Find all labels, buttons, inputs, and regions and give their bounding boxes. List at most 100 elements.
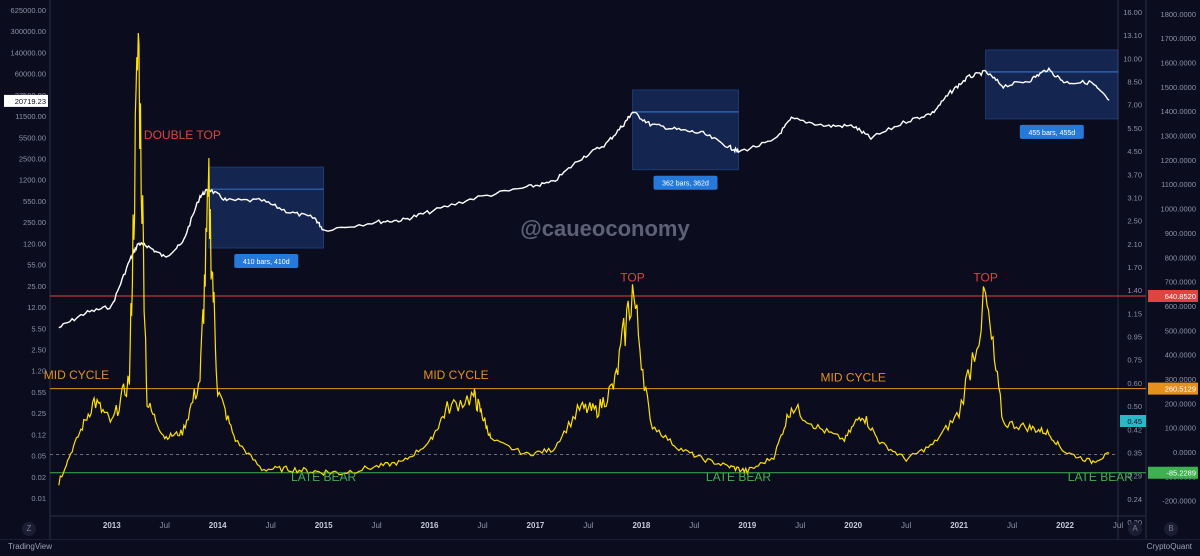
right-axis-tick-label: 1500.0000: [1161, 83, 1196, 92]
left-axis-tick-label: 2.50: [31, 345, 46, 354]
watermark: @caueoconomy: [520, 216, 690, 241]
middle-axis-tick-label: 1.15: [1127, 309, 1142, 318]
right-axis-tick-label: 1400.0000: [1161, 107, 1196, 116]
time-axis-label: 2014: [209, 521, 227, 530]
left-axis-tick-label: 300000.00: [11, 27, 46, 36]
right-axis-tick-label: -200.0000: [1162, 497, 1196, 506]
time-axis-label: Jul: [1007, 521, 1017, 530]
middle-axis-tick-label: 1.40: [1127, 286, 1142, 295]
middle-axis-tick-label: 0.42: [1127, 425, 1142, 434]
time-axis-label: Jul: [795, 521, 805, 530]
left-axis-tick-label: 25.00: [27, 282, 46, 291]
middle-axis-tick-label: 0.60: [1127, 379, 1142, 388]
cycle-annotation: MID CYCLE: [423, 368, 488, 382]
left-axis-tick-label: 0.55: [31, 388, 46, 397]
right-axis-tick-label: 1700.0000: [1161, 34, 1196, 43]
right-axis-tick-label: 800.0000: [1165, 253, 1196, 262]
left-axis-tick-label: 11500.00: [15, 112, 46, 121]
middle-axis-tick-label: 0.50: [1127, 402, 1142, 411]
middle-axis-tick-label: 2.10: [1127, 240, 1142, 249]
middle-axis-tick-label: 0.35: [1127, 448, 1142, 457]
left-axis-tick-label: 12.00: [27, 303, 46, 312]
left-axis-tick-label: 625000.00: [11, 6, 46, 15]
footer-bar: TradingView CryptoQuant: [0, 539, 1200, 556]
ratio-current-label: 0.45: [1127, 417, 1142, 426]
price-range-box: [985, 49, 1119, 120]
right-axis-tick-label: 0.0000: [1173, 448, 1196, 457]
right-axis-tick-label: 900.0000: [1165, 229, 1196, 238]
time-axis-label: 2017: [527, 521, 545, 530]
price-range-box: [208, 166, 325, 249]
price-range-label-box: [1019, 124, 1084, 139]
left-axis-tick-label: 1.20: [31, 367, 46, 376]
middle-axis-tick-label: 3.70: [1127, 170, 1142, 179]
price-range-label: 410 bars, 410d: [243, 259, 290, 266]
price-chart[interactable]: 410 bars, 410d 362 bars, 362d 455 bars, 45…: [0, 0, 1200, 539]
time-axis-label: 2013: [103, 521, 121, 530]
time-axis-label: Jul: [160, 521, 170, 530]
level-badge-label: 640.8520: [1165, 292, 1196, 301]
time-axis-label: 2022: [1056, 521, 1074, 530]
cycle-annotation: LATE BEAR: [291, 470, 356, 484]
time-axis-label: Jul: [266, 521, 276, 530]
middle-axis-tick-label: 8.50: [1127, 78, 1142, 87]
middle-axis-tick-label: 13.10: [1123, 31, 1142, 40]
left-axis-tick-label: 0.05: [31, 452, 46, 461]
price-line: [58, 66, 1110, 329]
middle-axis-tick-label: 2.50: [1127, 217, 1142, 226]
time-axis-label: 2020: [844, 521, 862, 530]
auto-scale-button-b[interactable]: B: [1164, 522, 1178, 536]
indicator-line: [58, 32, 1110, 486]
left-axis-tick-label: 250.00: [23, 218, 46, 227]
level-badge: [1148, 382, 1198, 395]
current-price-badge: [4, 94, 48, 107]
right-axis-tick-label: 1200.0000: [1161, 156, 1196, 165]
right-axis-tick-label: 1300.0000: [1161, 132, 1196, 141]
left-axis-tick-label: 0.02: [31, 473, 46, 482]
left-axis-tick-label: 0.25: [31, 409, 46, 418]
time-axis-label: Jul: [371, 521, 381, 530]
cycle-annotation: MID CYCLE: [44, 368, 109, 382]
right-axis-tick-label: 400.0000: [1165, 351, 1196, 360]
middle-axis-tick-label: 3.10: [1127, 193, 1142, 202]
left-axis-tick-label: 5.50: [31, 324, 46, 333]
current-price-label: 20719.23: [15, 97, 46, 106]
right-axis-tick-label: 200.0000: [1165, 399, 1196, 408]
cycle-annotation: TOP: [620, 271, 644, 285]
middle-axis-tick-label: 16.00: [1123, 8, 1142, 17]
time-axis-label: 2019: [738, 521, 756, 530]
middle-axis-tick-label: 1.70: [1127, 263, 1142, 272]
cycle-annotation: LATE BEAR: [706, 470, 771, 484]
right-axis-tick-label: 300.0000: [1165, 375, 1196, 384]
ratio-current-badge: [1120, 415, 1146, 427]
right-axis-tick-label: 100.0000: [1165, 424, 1196, 433]
time-axis-label: Jul: [1113, 521, 1123, 530]
cycle-annotation: LATE BEAR: [1068, 470, 1133, 484]
price-range-label: 455 bars, 455d: [1028, 130, 1075, 137]
right-axis-tick-label: 1600.0000: [1161, 59, 1196, 68]
left-axis-tick-label: 0.01: [31, 494, 46, 503]
middle-axis-tick-label: 0.24: [1127, 495, 1142, 504]
left-axis-tick-label: 0.12: [31, 430, 46, 439]
time-axis-label: 2016: [421, 521, 439, 530]
middle-axis-tick-label: 10.00: [1123, 54, 1142, 63]
auto-scale-button-left[interactable]: Z: [22, 522, 36, 536]
auto-scale-button-a[interactable]: A: [1128, 522, 1142, 536]
time-axis-label: 2021: [950, 521, 968, 530]
middle-axis-tick-label: 5.50: [1127, 124, 1142, 133]
time-axis-label: Jul: [689, 521, 699, 530]
left-axis-tick-label: 60000.00: [15, 70, 46, 79]
level-badge-label: -85.2289: [1166, 469, 1196, 478]
level-badge: [1148, 466, 1198, 479]
middle-axis-tick-label: 7.00: [1127, 101, 1142, 110]
right-axis-tick-label: 1800.0000: [1161, 10, 1196, 19]
middle-axis-tick-label: 0.75: [1127, 356, 1142, 365]
price-range-label-box: [653, 175, 718, 190]
level-badge-label: 260.5129: [1165, 385, 1196, 394]
left-axis-tick-label: 140000.00: [11, 48, 46, 57]
middle-axis-tick-label: 0.29: [1127, 472, 1142, 481]
cycle-annotation: MID CYCLE: [821, 370, 886, 384]
left-axis-tick-label: 2500.00: [19, 155, 46, 164]
left-axis-tick-label: 120.00: [23, 239, 46, 248]
right-axis-tick-label: 1000.0000: [1161, 205, 1196, 214]
